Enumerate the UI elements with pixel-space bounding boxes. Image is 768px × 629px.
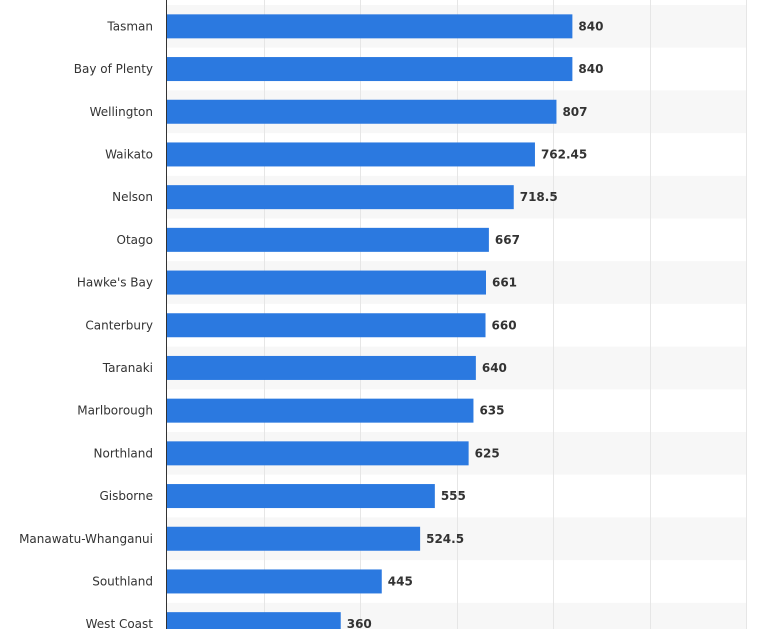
category-label: Hawke's Bay: [77, 276, 153, 290]
value-label: 807: [562, 105, 587, 119]
category-label: Northland: [94, 446, 153, 460]
category-label: Otago: [117, 233, 153, 247]
bar: [167, 142, 535, 167]
value-label: 762.45: [541, 147, 587, 161]
category-labels: Tasman Bay of Plenty Wellington Waikato Nels…: [19, 19, 153, 629]
category-label: Marlborough: [77, 404, 153, 418]
value-label: 635: [479, 404, 504, 418]
value-label: 625: [475, 446, 500, 460]
bar: [167, 313, 486, 338]
value-label: 661: [492, 276, 517, 290]
bar: [167, 398, 474, 423]
category-label: Southland: [92, 574, 153, 588]
category-label: Manawatu-Whanganui: [19, 532, 153, 546]
value-labels: 840 840 807 762.45 718.5 667 661 660 640 635 625 55…: [347, 19, 604, 629]
value-label: 840: [578, 19, 603, 33]
bar: [167, 14, 573, 39]
bar: [167, 612, 341, 629]
value-label: 445: [388, 574, 413, 588]
category-label: Nelson: [112, 190, 153, 204]
bar: [167, 355, 476, 380]
category-label: Taranaki: [102, 361, 153, 375]
bar: [167, 484, 435, 509]
category-label: Wellington: [90, 105, 153, 119]
category-label: West Coast: [86, 617, 154, 629]
category-label: Waikato: [105, 147, 153, 161]
value-label: 555: [441, 489, 466, 503]
bar: [167, 185, 514, 210]
bar: [167, 57, 573, 82]
value-label: 360: [347, 617, 372, 629]
bar: [167, 441, 469, 466]
value-label: 840: [578, 62, 603, 76]
value-label: 524.5: [426, 532, 464, 546]
bar: [167, 99, 557, 124]
category-label: Canterbury: [85, 318, 153, 332]
category-label: Gisborne: [99, 489, 153, 503]
value-label: 640: [482, 361, 507, 375]
category-label: Tasman: [106, 19, 153, 33]
bar: [167, 270, 486, 295]
value-label: 718.5: [520, 190, 558, 204]
value-label: 667: [495, 233, 520, 247]
value-label: 660: [492, 318, 517, 332]
bar: [167, 526, 421, 551]
bar: [167, 569, 382, 594]
bars: [167, 14, 573, 629]
category-label: Bay of Plenty: [74, 62, 153, 76]
bar: [167, 227, 489, 252]
